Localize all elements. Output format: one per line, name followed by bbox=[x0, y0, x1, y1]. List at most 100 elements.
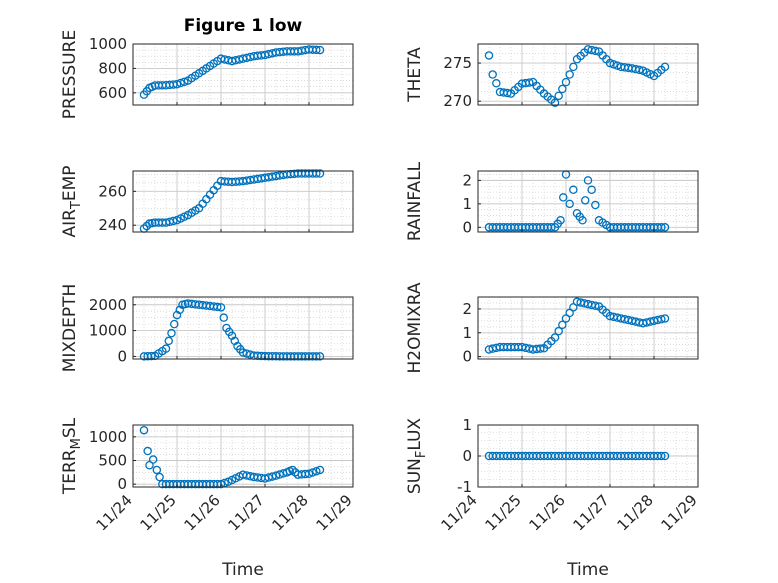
data-point bbox=[180, 77, 189, 87]
data-point bbox=[312, 352, 321, 361]
y-tick-label: 1000 bbox=[89, 322, 127, 340]
data-point bbox=[565, 199, 574, 209]
data-point bbox=[315, 45, 325, 55]
data-point bbox=[581, 196, 590, 205]
data-point bbox=[167, 328, 176, 338]
data-point bbox=[161, 344, 171, 353]
data-point bbox=[503, 88, 512, 98]
y-tick-label: 275 bbox=[443, 54, 472, 72]
data-point bbox=[635, 65, 644, 75]
y-tick-label: 600 bbox=[98, 84, 127, 102]
y-axis-label: MIXDEPTH bbox=[60, 284, 80, 373]
data-point bbox=[525, 78, 534, 87]
data-point bbox=[550, 98, 560, 107]
data-point bbox=[216, 303, 226, 312]
y-tick-label: 0 bbox=[462, 348, 472, 366]
x-tick-label: 11/29 bbox=[658, 491, 701, 534]
data-point bbox=[583, 176, 593, 185]
data-point bbox=[587, 185, 596, 195]
data-point bbox=[591, 46, 600, 56]
data-point bbox=[569, 62, 578, 72]
data-point bbox=[176, 78, 185, 88]
y-tick-label: 270 bbox=[443, 92, 472, 110]
y-axis-label: SUNFLUX bbox=[405, 418, 429, 495]
y-tick-label: 1000 bbox=[89, 35, 127, 53]
y-axis-label: RAINFALL bbox=[405, 161, 425, 241]
y-tick-label: 1 bbox=[462, 416, 472, 434]
data-point bbox=[556, 216, 565, 225]
data-point bbox=[605, 58, 615, 68]
data-point bbox=[609, 60, 618, 69]
data-point bbox=[554, 91, 563, 101]
data-point bbox=[275, 470, 284, 479]
data-point bbox=[569, 185, 578, 195]
data-point bbox=[312, 169, 321, 178]
y-tick-label: 1 bbox=[462, 195, 472, 213]
data-point bbox=[558, 84, 567, 94]
x-tick-label: 11/24 bbox=[438, 491, 481, 534]
y-axis-label: AIRTEMP bbox=[60, 165, 84, 237]
x-tick-label: 11/29 bbox=[313, 491, 356, 534]
data-point bbox=[143, 446, 152, 456]
data-point bbox=[219, 313, 228, 322]
data-point bbox=[657, 451, 666, 461]
y-axis-label: PRESSURE bbox=[60, 30, 80, 119]
x-tick-label: 11/25 bbox=[137, 491, 180, 534]
y-tick-label: 2 bbox=[462, 171, 472, 189]
x-axis-label: Time bbox=[221, 560, 264, 580]
data-point bbox=[242, 349, 251, 358]
data-point bbox=[315, 465, 325, 475]
axes-box bbox=[132, 424, 354, 488]
axes-box bbox=[477, 43, 699, 106]
figure-title: Figure 1 low bbox=[184, 16, 303, 36]
data-point bbox=[312, 466, 321, 476]
y-tick-label: 0 bbox=[117, 475, 127, 493]
data-point bbox=[155, 472, 164, 482]
data-point bbox=[312, 45, 321, 55]
data-point bbox=[139, 425, 149, 435]
data-point bbox=[216, 479, 226, 489]
data-point bbox=[315, 352, 325, 361]
data-point bbox=[559, 193, 568, 202]
data-point bbox=[169, 319, 179, 329]
data-point bbox=[213, 302, 222, 312]
data-point bbox=[147, 351, 156, 361]
y-tick-label: 260 bbox=[98, 182, 127, 200]
y-axis-label: H2OMIXRA bbox=[405, 282, 425, 373]
data-point bbox=[558, 320, 567, 330]
data-point bbox=[660, 62, 670, 72]
y-tick-label: 0 bbox=[462, 447, 472, 465]
axes-box bbox=[132, 170, 354, 233]
data-point bbox=[238, 348, 248, 357]
data-point bbox=[315, 169, 325, 178]
data-point bbox=[304, 469, 314, 478]
data-point bbox=[657, 315, 666, 324]
data-point bbox=[488, 70, 497, 79]
data-point bbox=[164, 336, 173, 346]
x-tick-label: 11/27 bbox=[570, 491, 613, 534]
data-point bbox=[561, 77, 571, 87]
data-point bbox=[152, 465, 162, 475]
y-tick-label: 0 bbox=[117, 347, 127, 365]
data-point bbox=[268, 472, 277, 481]
y-axis-label: THETA bbox=[405, 47, 425, 103]
axes-box bbox=[132, 43, 354, 106]
data-point bbox=[657, 223, 666, 232]
x-tick-label: 11/24 bbox=[93, 491, 136, 534]
y-tick-label: 800 bbox=[98, 59, 127, 77]
x-tick-label: 11/26 bbox=[526, 491, 569, 534]
y-tick-label: 2000 bbox=[89, 296, 127, 314]
data-point bbox=[484, 51, 494, 60]
data-point bbox=[148, 455, 158, 464]
y-tick-label: 1 bbox=[462, 324, 472, 342]
x-tick-label: 11/27 bbox=[225, 491, 268, 534]
data-point bbox=[591, 301, 600, 310]
data-point bbox=[169, 216, 178, 226]
axes-box bbox=[477, 170, 699, 233]
x-axis-label: Time bbox=[566, 560, 609, 580]
data-point bbox=[660, 314, 670, 323]
x-tick-label: 11/28 bbox=[614, 491, 657, 534]
data-point bbox=[308, 468, 317, 477]
y-tick-label: 500 bbox=[98, 451, 127, 469]
